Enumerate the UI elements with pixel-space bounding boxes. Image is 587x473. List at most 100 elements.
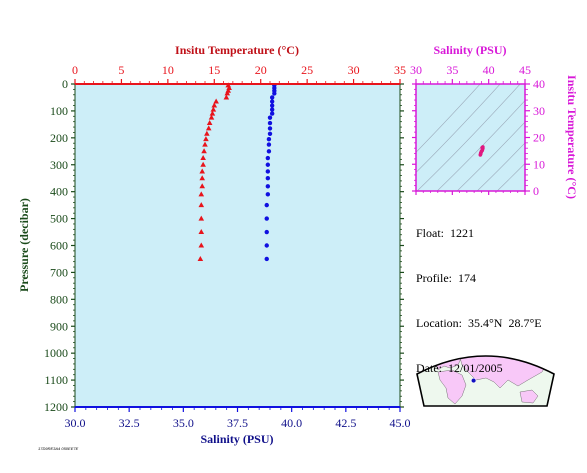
temperature-point <box>213 98 219 104</box>
salinity-point <box>265 162 271 167</box>
salinity-point <box>267 126 273 131</box>
salinity-tick-label: 32.5 <box>119 416 140 430</box>
temperature-point <box>198 191 205 197</box>
inset-salinity-tick-label: 35 <box>446 63 458 77</box>
salinity-point <box>269 107 275 112</box>
density-contour <box>436 100 525 191</box>
temperature-point <box>198 202 205 208</box>
temperature-point <box>208 114 215 120</box>
pressure-tick-label: 700 <box>50 265 68 279</box>
salinity-point <box>264 243 269 248</box>
map-outline <box>416 355 555 407</box>
salinity-point <box>267 131 273 136</box>
inset-temperature-tick-label: 40 <box>533 77 545 91</box>
inset-salinity-tick-label: 40 <box>483 63 495 77</box>
temperature-tick-label: 15 <box>208 63 220 77</box>
date-text: Date: 12/01/2005 <box>416 361 503 375</box>
temperature-point <box>223 94 230 100</box>
salinity-point <box>264 216 269 221</box>
salinity-point <box>272 91 277 96</box>
pressure-tick-label: 1200 <box>44 400 68 414</box>
pressure-axis-title: Pressure (decibar) <box>17 198 31 292</box>
inset-salinity-tick-label: 45 <box>519 63 531 77</box>
pressure-tick-label: 100 <box>50 104 68 118</box>
temperature-tick-label: 5 <box>118 63 124 77</box>
pressure-tick-label: 800 <box>50 292 68 306</box>
salinity-tick-label: 40.0 <box>281 416 302 430</box>
salinity-point <box>269 103 275 108</box>
salinity-point <box>265 192 271 197</box>
salinity-axis-title: Salinity (PSU) <box>200 432 273 446</box>
temperature-point <box>198 229 205 235</box>
pressure-tick-label: 200 <box>50 131 68 145</box>
temperature-point <box>206 120 213 126</box>
temperature-tick-label: 35 <box>394 63 406 77</box>
location-marker-icon <box>470 377 477 384</box>
footer-code: 17D9RE3A4 050EE7E <box>38 446 79 451</box>
salinity-tick-label: 35.0 <box>173 416 194 430</box>
temperature-point <box>203 136 209 142</box>
temperature-tick-label: 30 <box>348 63 360 77</box>
density-contour <box>456 121 525 191</box>
pressure-tick-label: 1000 <box>44 346 68 360</box>
temperature-point <box>201 148 207 154</box>
location-text: Location: 35.4°N 28.7°E <box>416 316 542 330</box>
inset-temperature-tick-label: 10 <box>533 157 545 171</box>
ts-point <box>480 145 484 150</box>
temperature-point <box>199 183 206 189</box>
salinity-point <box>264 256 269 262</box>
salinity-tick-label: 30.0 <box>65 416 86 430</box>
pressure-tick-label: 0 <box>62 77 68 91</box>
salinity-point <box>269 111 275 116</box>
inset-temperature-tick-label: 0 <box>533 184 539 198</box>
pressure-tick-label: 900 <box>50 319 68 333</box>
salinity-point <box>266 149 272 154</box>
temperature-point <box>205 125 212 131</box>
salinity-point <box>265 169 271 174</box>
temperature-point <box>224 90 231 96</box>
inset-salinity-title: Salinity (PSU) <box>433 43 506 57</box>
float-info: Float: 1221 Profile: 174 Location: 35.4°… <box>416 196 542 406</box>
temperature-point <box>198 242 205 248</box>
density-contour <box>416 84 521 191</box>
temperature-axis-title: Insitu Temperature (°C) <box>175 43 299 57</box>
float-id: Float: 1221 <box>416 226 475 240</box>
temperature-tick-label: 25 <box>301 63 313 77</box>
salinity-point <box>269 95 275 100</box>
pressure-tick-label: 1100 <box>44 373 68 387</box>
temperature-point <box>197 255 204 261</box>
temperature-tick-label: 0 <box>72 63 78 77</box>
salinity-point <box>269 99 275 104</box>
salinity-point <box>266 136 272 142</box>
salinity-tick-label: 37.5 <box>227 416 248 430</box>
temperature-point <box>204 130 210 136</box>
inset-temperature-title: Insitu Temperature (°C) <box>565 75 579 199</box>
salinity-point <box>266 142 272 147</box>
profile-number: Profile: 174 <box>416 271 476 285</box>
salinity-point <box>264 229 269 235</box>
map-land-australia <box>519 389 539 404</box>
temperature-point <box>200 155 206 161</box>
temperature-point <box>210 106 217 112</box>
salinity-point <box>265 176 271 181</box>
salinity-point <box>265 155 271 161</box>
map-land-africa <box>437 369 467 405</box>
density-contour <box>416 84 481 153</box>
pressure-tick-label: 300 <box>50 158 68 172</box>
temperature-point <box>199 175 206 181</box>
inset-salinity-tick-label: 30 <box>410 63 422 77</box>
pressure-tick-label: 600 <box>50 239 68 253</box>
pressure-tick-label: 400 <box>50 185 68 199</box>
salinity-point <box>265 184 271 189</box>
density-contour <box>416 84 501 173</box>
inset-temperature-tick-label: 20 <box>533 131 545 145</box>
pressure-tick-label: 500 <box>50 212 68 226</box>
temperature-tick-label: 10 <box>162 63 174 77</box>
temperature-point <box>209 110 216 116</box>
map-land-asia <box>457 356 549 389</box>
temperature-tick-label: 20 <box>255 63 267 77</box>
temperature-point <box>211 102 218 108</box>
temperature-point <box>200 161 206 167</box>
